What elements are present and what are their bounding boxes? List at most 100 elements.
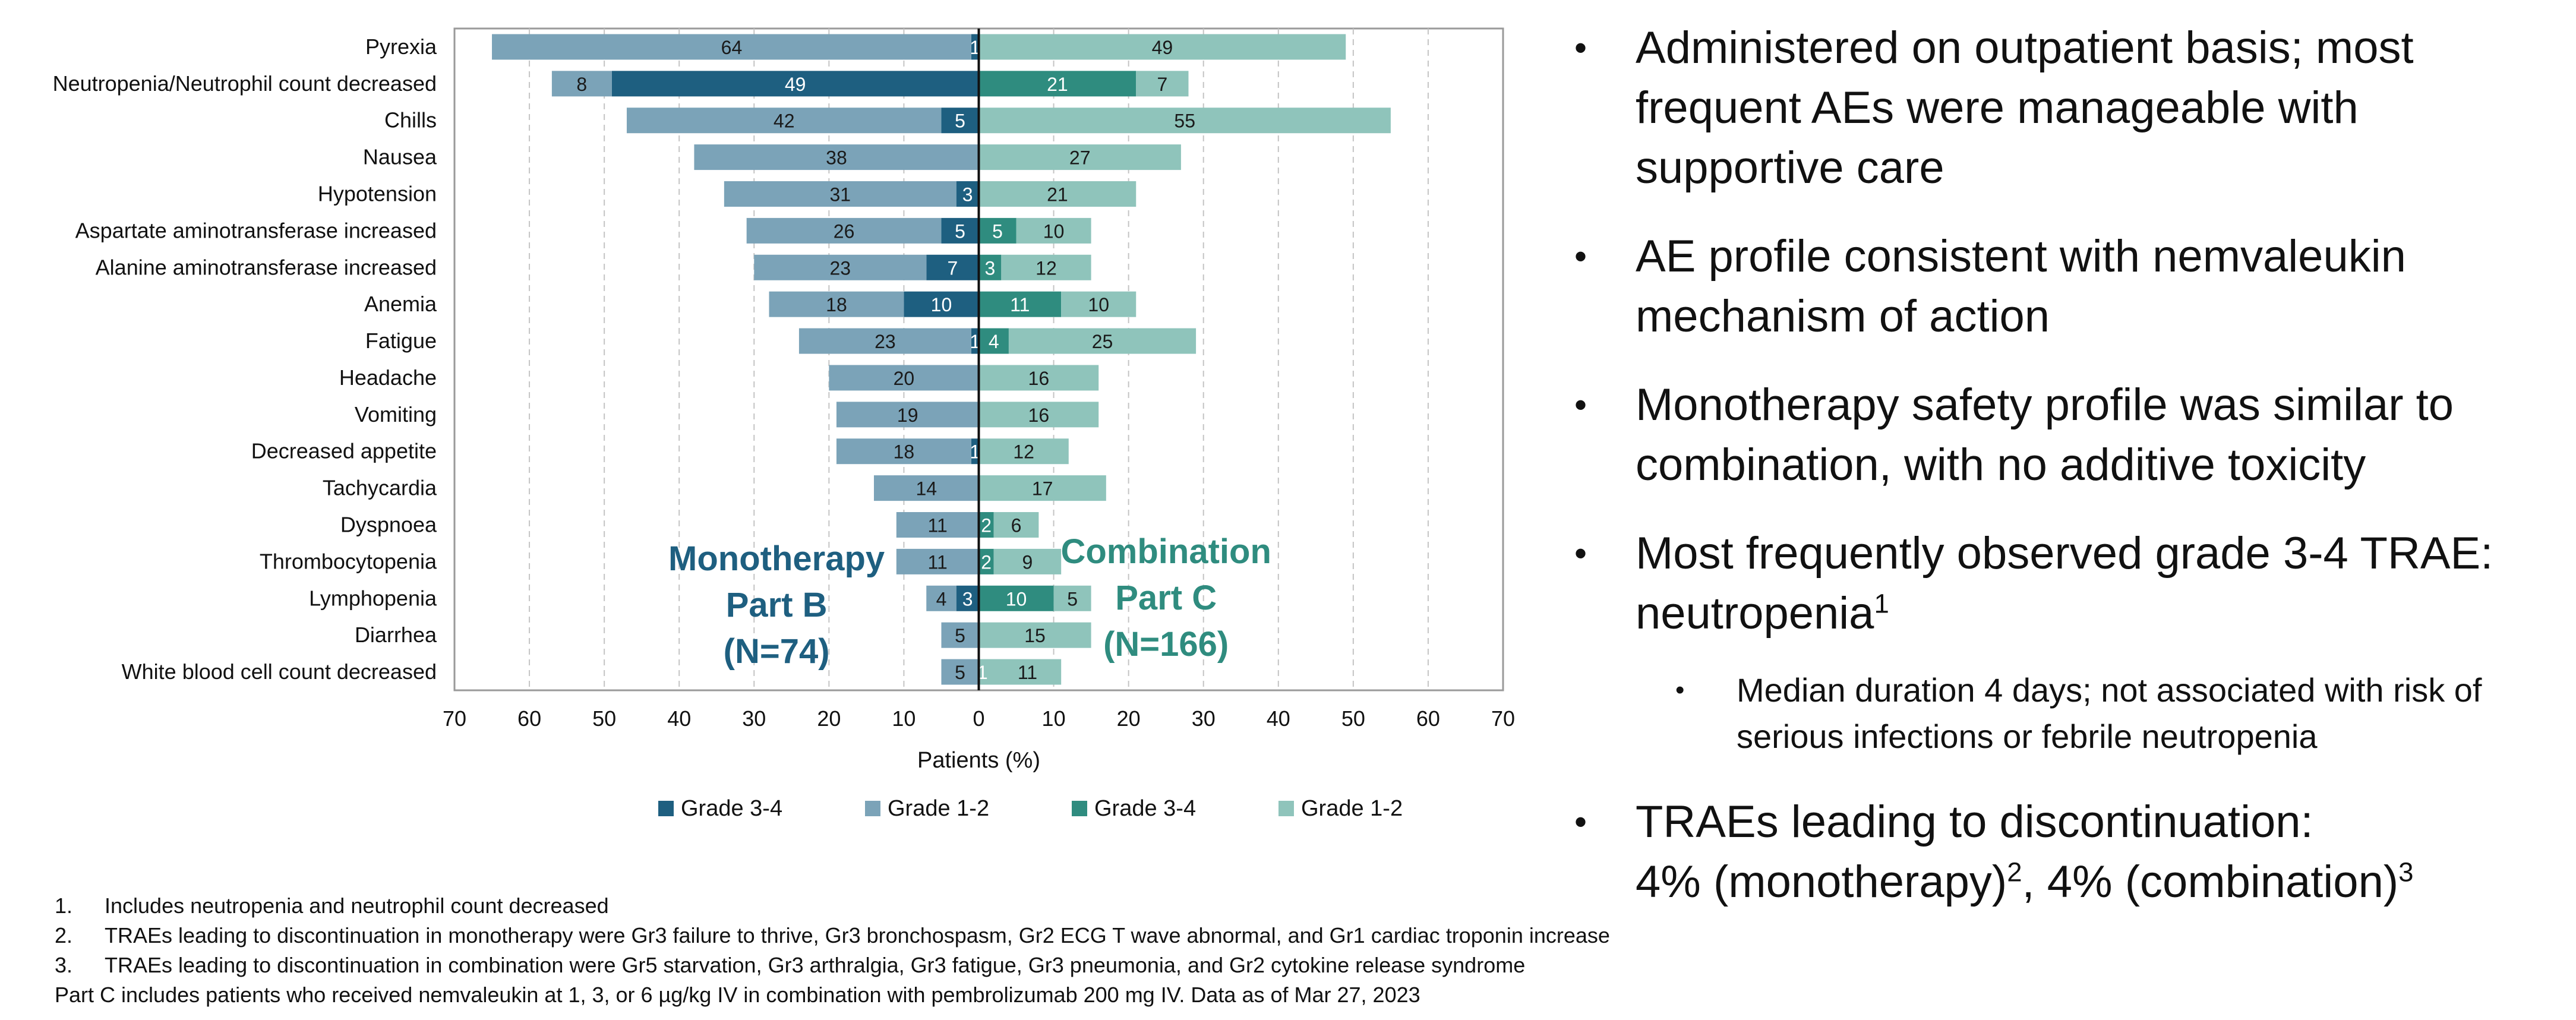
bar-mono-grade12 xyxy=(724,181,956,207)
bar-label-combo-grade34: 2 xyxy=(981,515,992,536)
x-tick-label: 40 xyxy=(1267,706,1290,731)
category-label: Tachycardia xyxy=(323,476,437,500)
bar-mono-grade12 xyxy=(798,328,971,354)
annotation-monotherapy: (N=74) xyxy=(724,632,830,671)
x-tick-label: 70 xyxy=(1491,706,1515,731)
bar-label-combo-grade34: 21 xyxy=(1047,74,1068,95)
category-label: Vomiting xyxy=(355,402,437,427)
footnote: 1. Includes neutropenia and neutrophil co… xyxy=(55,893,609,918)
bar-combo-grade12 xyxy=(978,34,1346,60)
bar-mono-grade34 xyxy=(971,34,979,60)
bar-mono-grade12 xyxy=(746,217,942,244)
bar-label-combo-grade12: 16 xyxy=(1028,405,1050,426)
category-label: Thrombocytopenia xyxy=(260,549,437,573)
sub-bullet: • Median duration 4 days; not associated … xyxy=(1675,671,2482,755)
x-tick-label: 10 xyxy=(892,706,916,731)
bar-combo-grade34 xyxy=(978,254,1002,280)
bar-mono-grade12 xyxy=(941,622,979,648)
bar-mono-grade12 xyxy=(836,402,979,428)
legend-swatch xyxy=(865,801,880,816)
bar-label-mono-grade12: 8 xyxy=(576,74,587,95)
bar-label-combo-grade12: 6 xyxy=(1011,515,1022,536)
bar-mono-grade12 xyxy=(896,548,979,574)
bar-label-mono-grade34: 10 xyxy=(931,294,952,315)
bar-label-mono-grade34: 5 xyxy=(955,220,965,242)
legend-swatch xyxy=(1278,801,1294,816)
bar-label-combo-grade12: 25 xyxy=(1092,331,1113,352)
bar-mono-grade34 xyxy=(941,217,979,244)
bar-mono-grade12 xyxy=(551,71,612,97)
footnote-data-cutoff: Part C includes patients who received ne… xyxy=(55,983,1420,1007)
bar-combo-grade12 xyxy=(978,475,1106,501)
bar-label-mono-grade12: 14 xyxy=(916,478,937,500)
category-label: Hypotension xyxy=(318,182,437,206)
bar-label-combo-grade12: 55 xyxy=(1174,110,1195,132)
bar-label-mono-grade12: 4 xyxy=(936,588,947,610)
bar-mono-grade34 xyxy=(971,328,979,354)
bar-label-mono-grade34: 5 xyxy=(955,110,965,132)
bar-mono-grade12 xyxy=(694,144,979,170)
bar-label-combo-grade34: 11 xyxy=(1010,294,1030,315)
bar-label-mono-grade12: 19 xyxy=(897,405,918,426)
bar-mono-grade12 xyxy=(926,585,956,611)
bar-label-mono-grade12: 23 xyxy=(875,331,896,352)
bar-label-combo-grade12: 49 xyxy=(1152,37,1173,58)
bullet-3: • Monotherapy safety profile was similar … xyxy=(1574,380,2454,490)
x-tick-label: 20 xyxy=(817,706,841,731)
annotation-monotherapy: Part B xyxy=(726,586,828,624)
bar-combo-grade12 xyxy=(978,108,1391,134)
bar-mono-grade34 xyxy=(926,254,979,280)
legend-swatch xyxy=(1072,801,1087,816)
footnote: 2. TRAEs leading to discontinuation in mo… xyxy=(55,923,1610,948)
x-tick-label: 50 xyxy=(1341,706,1365,731)
bar-label-mono-grade12: 26 xyxy=(834,220,855,242)
category-label: White blood cell count decreased xyxy=(122,659,437,684)
bar-combo-grade12 xyxy=(978,402,1099,428)
bar-combo-grade34 xyxy=(978,585,1054,611)
bar-label-combo-grade12: 5 xyxy=(1067,588,1078,610)
legend-label: Grade 1-2 xyxy=(1301,796,1403,821)
x-tick-label: 60 xyxy=(517,706,541,731)
x-tick-label: 60 xyxy=(1416,706,1440,731)
bar-label-combo-grade12: 10 xyxy=(1043,220,1065,242)
annotation-combination: Part C xyxy=(1115,579,1217,617)
bar-label-combo-grade12: 16 xyxy=(1028,368,1050,389)
bar-mono-grade12 xyxy=(941,659,979,685)
bar-label-combo-grade34: 5 xyxy=(992,220,1003,242)
bar-combo-grade12 xyxy=(993,512,1039,538)
bar-combo-grade34 xyxy=(978,291,1062,317)
category-label: Aspartate aminotransferase increased xyxy=(75,218,437,242)
bar-combo-grade12 xyxy=(1008,328,1197,354)
bar-label-mono-grade12: 5 xyxy=(955,662,965,683)
category-label: Alanine aminotransferase increased xyxy=(96,255,437,279)
category-label: Neutropenia/Neutrophil count decreased xyxy=(53,71,437,96)
bar-mono-grade12 xyxy=(896,512,979,538)
bar-mono-grade12 xyxy=(626,108,942,134)
bar-label-mono-grade12: 23 xyxy=(829,257,851,279)
category-label: Nausea xyxy=(363,145,437,169)
bar-label-mono-grade34: 3 xyxy=(962,588,973,610)
annotation-combination: (N=166) xyxy=(1103,625,1229,664)
bar-label-mono-grade12: 64 xyxy=(721,37,743,58)
annotation-monotherapy: Monotherapy xyxy=(668,539,885,578)
bar-combo-grade12 xyxy=(1061,291,1137,317)
bar-label-mono-grade12: 18 xyxy=(826,294,847,315)
bar-label-mono-grade12: 11 xyxy=(928,515,948,536)
bar-mono-grade12 xyxy=(874,475,979,501)
bar-label-mono-grade12: 20 xyxy=(894,368,915,389)
category-label: Diarrhea xyxy=(355,623,437,647)
x-tick-label: 40 xyxy=(667,706,691,731)
bar-label-mono-grade12: 31 xyxy=(829,184,851,206)
category-label: Fatigue xyxy=(365,329,437,353)
category-label: Pyrexia xyxy=(365,34,437,59)
bar-label-mono-grade12: 5 xyxy=(955,625,965,646)
bar-label-mono-grade34: 49 xyxy=(785,74,806,95)
bullet-2: • AE profile consistent with nemvaleukin … xyxy=(1574,231,2406,342)
bar-mono-grade12 xyxy=(829,365,979,391)
category-label: Headache xyxy=(339,365,437,390)
bar-label-mono-grade12: 38 xyxy=(826,147,847,169)
bar-combo-grade12 xyxy=(993,548,1062,574)
bar-combo-grade12 xyxy=(1053,585,1091,611)
x-axis-title: Patients (%) xyxy=(917,748,1040,773)
bar-label-mono-grade12: 11 xyxy=(928,551,948,573)
